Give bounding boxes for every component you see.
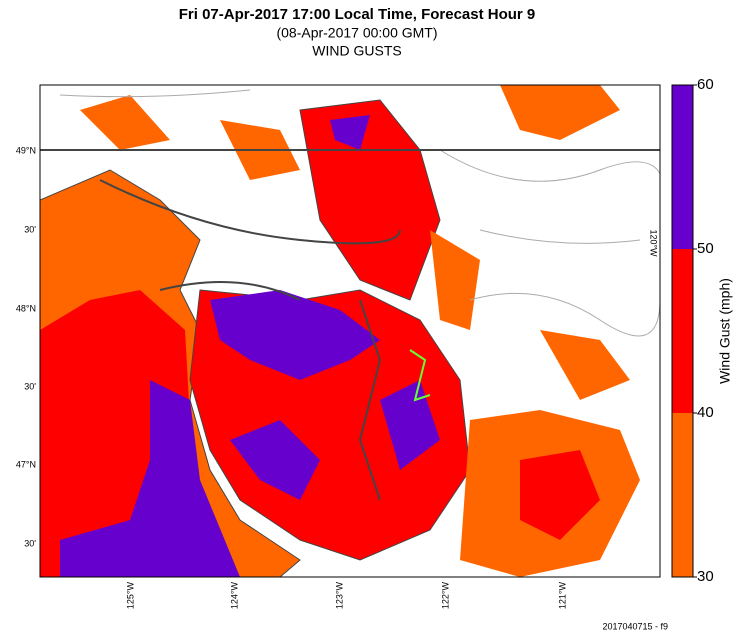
- colorbar-band: [672, 413, 693, 577]
- colorbar-tick-label: 50: [697, 240, 714, 257]
- colorbar-band: [672, 85, 693, 249]
- lon-label: 121°W: [557, 582, 567, 610]
- lat-label: 30': [24, 224, 36, 234]
- product: WIND GUSTS: [312, 43, 401, 59]
- map-frame: [39, 84, 661, 578]
- lon-label: 120°W: [649, 229, 659, 257]
- subtitle: (08-Apr-2017 00:00 GMT): [276, 25, 437, 41]
- lon-label: 124°W: [229, 582, 239, 610]
- colorbar-band: [672, 249, 693, 413]
- title: Fri 07-Apr-2017 17:00 Local Time, Foreca…: [179, 6, 536, 23]
- colorbar-tick-label: 60: [697, 76, 714, 93]
- lat-label: 30': [24, 381, 36, 391]
- footer: 2017040715 - f9: [602, 621, 668, 631]
- colorbar-frame: [671, 84, 694, 578]
- lat-label: 30': [24, 538, 36, 548]
- lat-label: 49°N: [16, 145, 36, 155]
- colorbar-tick-label: 40: [697, 404, 714, 421]
- lat-label: 47°N: [16, 459, 36, 469]
- lat-label: 48°N: [16, 303, 36, 313]
- lon-label: 122°W: [440, 582, 450, 610]
- map: [40, 85, 660, 577]
- colorbar-tick-label: 30: [697, 568, 714, 585]
- colorbar-label: Wind Gust (mph): [717, 278, 733, 384]
- lon-label: 123°W: [334, 582, 344, 610]
- lon-label: 125°W: [125, 582, 135, 610]
